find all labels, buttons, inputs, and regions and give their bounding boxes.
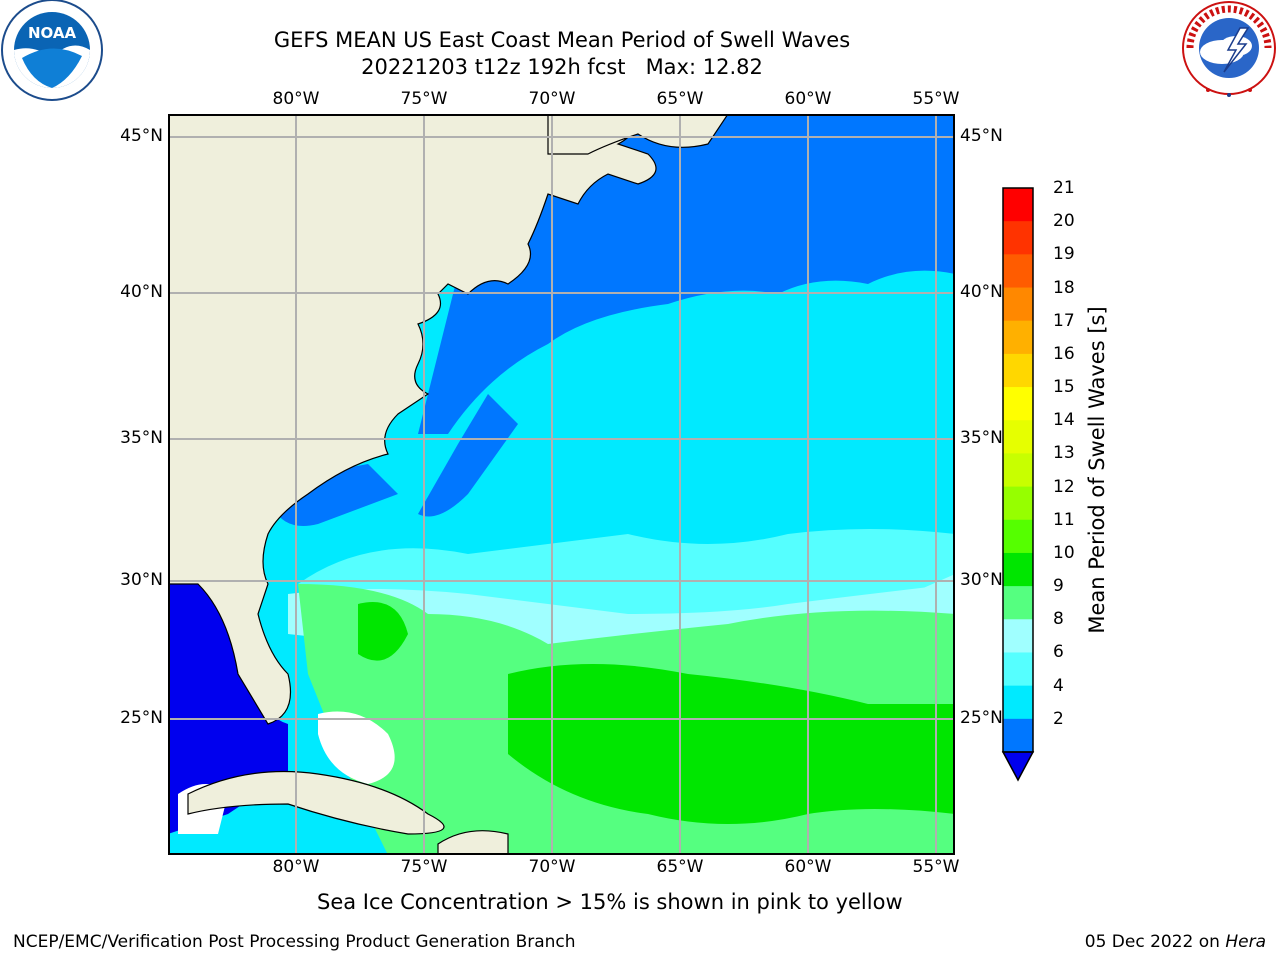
lat-tick-left: 25°N <box>120 708 163 728</box>
lon-tick-top: 80°W <box>272 89 320 109</box>
colorbar-tick-label: 17 <box>1053 310 1075 331</box>
colorbar-segment <box>1003 320 1033 355</box>
colorbar-tick-label: 20 <box>1053 211 1075 232</box>
colorbar-segment <box>1003 685 1033 720</box>
lat-tick-left: 45°N <box>120 126 163 146</box>
colorbar-segment <box>1003 287 1033 322</box>
lon-tick-bottom: 70°W <box>528 857 576 877</box>
colorbar-segment <box>1003 453 1033 488</box>
lat-tick-left: 40°N <box>120 282 163 302</box>
sea-ice-note: Sea Ice Concentration > 15% is shown in … <box>317 890 903 914</box>
colorbar-tick-label: 6 <box>1053 642 1064 663</box>
colorbar-segment <box>1003 387 1033 421</box>
lon-tick-top: 70°W <box>528 89 576 109</box>
colorbar-segment <box>1003 254 1033 289</box>
colorbar-tick-label: 9 <box>1053 576 1064 597</box>
graticule <box>168 114 955 855</box>
lon-tick-top: 65°W <box>656 89 704 109</box>
map-subtitle: 20221203 t12z 192h fcst Max: 12.82 <box>361 55 763 79</box>
noaa-logo-text: NOAA <box>28 24 77 42</box>
colorbar-tick-label: 21 <box>1053 178 1075 198</box>
lat-tick-left: 35°N <box>120 428 163 448</box>
colorbar-segment <box>1003 420 1033 454</box>
colorbar-tick-label: 13 <box>1053 443 1075 464</box>
colorbar-tick-label: 16 <box>1053 343 1075 364</box>
map-title: GEFS MEAN US East Coast Mean Period of S… <box>273 28 851 52</box>
lon-tick-bottom: 80°W <box>272 857 320 877</box>
colorbar-segment <box>1003 188 1033 222</box>
nws-logo <box>1182 1 1276 97</box>
cuba-land <box>187 770 445 835</box>
peak-swell-region <box>508 664 954 824</box>
colorbar-segment <box>1003 619 1033 653</box>
lat-tick-right: 35°N <box>960 428 1003 448</box>
lon-tick-bottom: 75°W <box>400 857 448 877</box>
lat-tick-right: 30°N <box>960 570 1003 590</box>
lon-tick-top: 55°W <box>912 89 960 109</box>
footer-machine: Hera <box>1225 932 1266 952</box>
footer-date-text: 05 Dec 2022 on <box>1084 932 1226 952</box>
footer-date: 05 Dec 2022 on Hera <box>1085 932 1266 952</box>
lon-tick-bottom: 60°W <box>784 857 832 877</box>
noaa-logo: NOAA <box>1 0 103 101</box>
colorbar <box>1001 187 1035 782</box>
lon-tick-bottom: 55°W <box>912 857 960 877</box>
lon-tick-bottom: 65°W <box>656 857 704 877</box>
colorbar-segment <box>1003 652 1033 687</box>
gulf-region <box>169 584 288 834</box>
colorbar-segment <box>1003 586 1033 620</box>
lat-tick-left: 30°N <box>120 570 163 590</box>
colorbar-segment <box>1003 486 1033 521</box>
swell-period-map <box>168 114 955 855</box>
colorbar-tick-label: 11 <box>1053 509 1075 530</box>
colorbar-segment <box>1003 519 1033 554</box>
colorbar-frame <box>1002 187 1034 753</box>
colorbar-tick-label: 18 <box>1053 277 1075 298</box>
colorbar-tick-label: 19 <box>1053 244 1075 265</box>
colorbar-tick-label: 4 <box>1053 675 1064 696</box>
map-frame <box>168 114 955 855</box>
colorbar-title: Mean Period of Swell Waves [s] <box>1085 306 1109 634</box>
colorbar-tick-label: 15 <box>1053 377 1075 398</box>
lat-tick-right: 40°N <box>960 282 1003 302</box>
colorbar-tick-label: 2 <box>1053 708 1064 729</box>
lat-tick-right: 25°N <box>960 708 1003 728</box>
colorbar-tick-label: 10 <box>1053 542 1075 563</box>
colorbar-tick-label: 14 <box>1053 410 1075 431</box>
colorbar-tick-label: 8 <box>1053 609 1064 630</box>
us-east-coast-land <box>169 115 657 725</box>
footer-branch: NCEP/EMC/Verification Post Processing Pr… <box>13 932 576 952</box>
colorbar-segment <box>1003 552 1033 587</box>
colorbar-underflow-triangle <box>1001 751 1035 782</box>
lat-tick-right: 45°N <box>960 126 1003 146</box>
colorbar-segment <box>1003 221 1033 255</box>
lon-tick-top: 75°W <box>400 89 448 109</box>
colorbar-segment <box>1003 718 1033 753</box>
lon-tick-top: 60°W <box>784 89 832 109</box>
colorbar-segment <box>1003 353 1033 388</box>
colorbar-tick-label: 12 <box>1053 476 1075 497</box>
